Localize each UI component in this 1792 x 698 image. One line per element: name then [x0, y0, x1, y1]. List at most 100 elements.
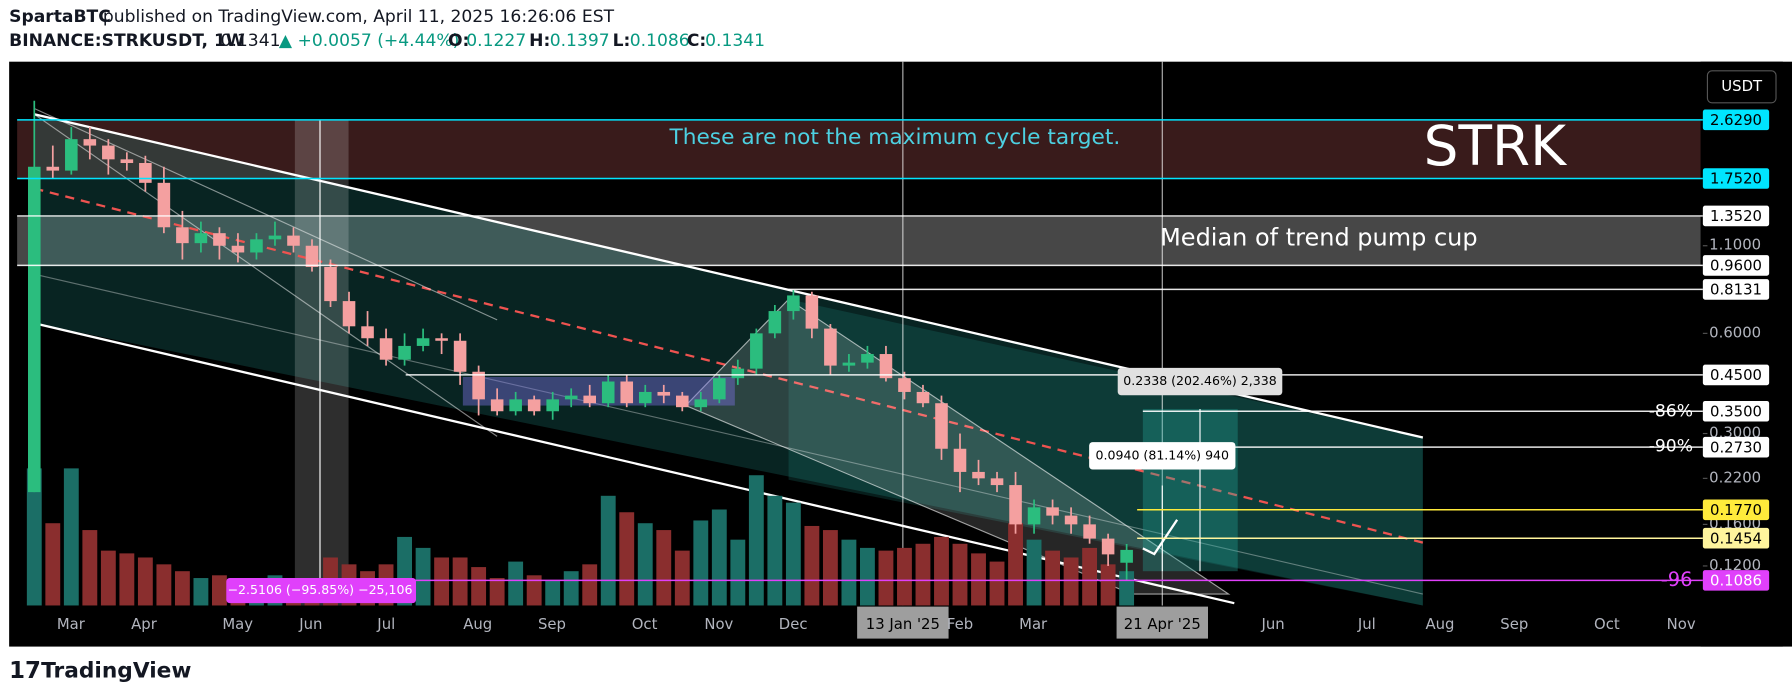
volume-bar — [971, 553, 986, 606]
low-value: 0.1086 — [630, 31, 690, 51]
annotation: -96 — [1661, 568, 1693, 591]
volume-bar — [82, 530, 98, 606]
candle-body — [1027, 507, 1041, 525]
candle-body — [268, 235, 282, 240]
candle-body — [527, 399, 541, 412]
level-label: 1.7520 — [1710, 170, 1762, 188]
candle-body — [250, 239, 263, 253]
candle-body — [564, 395, 578, 400]
y-tick-label: 0.1200 — [1709, 556, 1761, 574]
volume-bar — [897, 547, 912, 606]
y-tick-label: 0.2200 — [1709, 468, 1761, 486]
volume-bar — [952, 543, 968, 606]
candle-body — [472, 371, 485, 400]
volume-bar — [748, 475, 764, 606]
x-tick-label: 21 Apr '25 — [1124, 615, 1201, 633]
candle-body — [1083, 524, 1096, 539]
candle-body — [1009, 485, 1022, 525]
range-band — [294, 119, 349, 606]
candle-body — [324, 266, 337, 302]
candle-body — [583, 395, 596, 404]
candle-body — [916, 391, 930, 404]
volume-bar — [878, 550, 894, 606]
volume-bar — [693, 520, 709, 606]
candle-body — [750, 333, 763, 369]
currency-button[interactable] — [1706, 70, 1777, 104]
volume-bar — [1082, 547, 1098, 606]
low-label: L: — [613, 31, 631, 51]
x-tick-label: Mar — [1019, 615, 1048, 633]
candle-body — [194, 233, 208, 244]
x-tick-label: Oct — [1594, 615, 1620, 633]
volume-bar — [674, 550, 690, 606]
level-label: 0.1770 — [1710, 501, 1762, 519]
candle-body — [83, 139, 97, 146]
volume-bar — [452, 557, 468, 606]
volume-bar — [785, 502, 801, 606]
candle-body — [305, 245, 319, 267]
candle-body — [768, 311, 782, 334]
volume-bar — [600, 495, 616, 606]
x-label-box — [1116, 606, 1208, 639]
candle-body — [398, 345, 411, 360]
candle-body — [157, 182, 171, 228]
volume-bar — [563, 571, 579, 606]
volume-bar — [415, 547, 431, 606]
candle-body — [713, 378, 726, 400]
volume-bar — [619, 512, 635, 606]
candle-body — [861, 354, 874, 363]
level-label: 0.8131 — [1710, 281, 1762, 299]
annotation: Median of trend pump cup — [1160, 224, 1477, 252]
volume-bar — [989, 561, 1005, 606]
level-label-box — [1702, 400, 1770, 422]
candle-body — [453, 340, 467, 372]
x-tick-label: Sep — [538, 615, 566, 633]
x-tick-label: Jul — [1357, 615, 1376, 633]
volume-bar — [934, 536, 949, 606]
level-label: 1.3520 — [1710, 207, 1762, 225]
candle-body — [1101, 538, 1115, 555]
annotation: 0.2338 (202.46%) 2,338 — [1123, 373, 1276, 388]
measure-box — [1142, 408, 1238, 572]
plot-background — [9, 61, 1783, 647]
symbol: BINANCE:STRKUSDT, 1W — [9, 31, 245, 51]
candle-body — [694, 399, 708, 408]
level-label-box — [1702, 499, 1770, 521]
volume-bar — [156, 564, 172, 606]
channel-mid — [34, 273, 1423, 595]
sub-channel — [33, 113, 498, 437]
open-value: 0.1227 — [466, 31, 526, 51]
candle-body — [953, 448, 967, 472]
volume-bar — [804, 525, 820, 606]
annotation: −2.5106 (−95.85%) −25,106 — [228, 582, 413, 597]
published-note: published on TradingView.com, April 11, … — [103, 7, 615, 27]
path-arrow — [1142, 519, 1179, 556]
x-tick-label: Jul — [376, 615, 395, 633]
price-axis — [1700, 61, 1792, 647]
target-zone — [17, 119, 1703, 180]
logo-mark: 17 — [9, 658, 41, 684]
candle-body — [490, 399, 504, 412]
candle-body — [46, 166, 60, 171]
x-tick-label: Mar — [57, 615, 86, 633]
open-label: O: — [448, 31, 469, 51]
volume-bar — [915, 543, 931, 606]
candle-body — [379, 338, 393, 360]
volume-bar — [582, 564, 598, 606]
level-label-box — [1702, 168, 1770, 189]
candle-body — [28, 166, 41, 493]
candle-body — [731, 368, 745, 379]
annotation: 0.0940 (81.14%) 940 — [1096, 447, 1230, 462]
candle-body — [805, 295, 819, 329]
volume-bar — [656, 530, 672, 606]
channel-fill — [34, 114, 1423, 606]
level-label: 0.1086 — [1710, 572, 1762, 590]
level-label: 0.1454 — [1710, 529, 1762, 547]
candle-body — [176, 227, 189, 244]
last-price: 0.1341 — [221, 31, 281, 51]
candle-body — [65, 139, 78, 171]
close-label: C: — [687, 31, 706, 51]
currency: USDT — [1721, 77, 1763, 95]
level-label-box — [1702, 436, 1770, 458]
